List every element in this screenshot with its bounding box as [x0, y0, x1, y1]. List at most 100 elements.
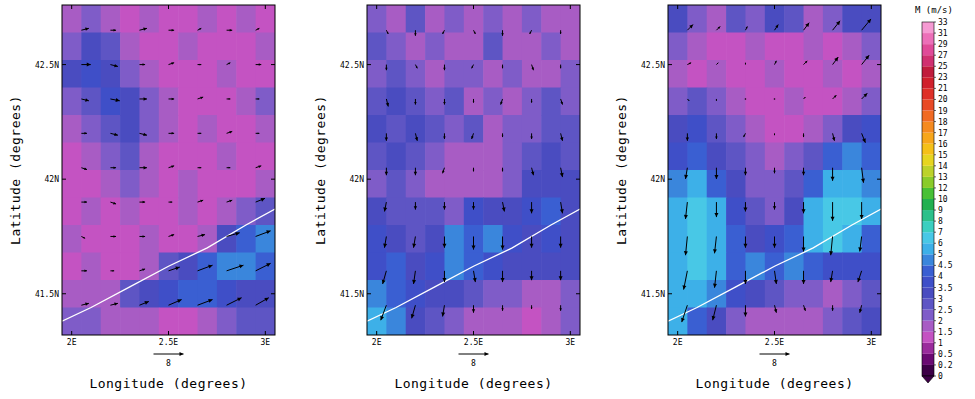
- wind-vector: [411, 305, 416, 318]
- arrow-head: [171, 165, 174, 168]
- arrow-head: [560, 67, 562, 69]
- colorbar-band: [922, 221, 934, 232]
- arrow-shaft: [860, 305, 862, 313]
- speed-cell: [784, 60, 804, 88]
- speed-cell: [862, 308, 881, 336]
- arrow-head: [530, 276, 534, 280]
- wind-vector: [861, 168, 865, 183]
- wind-vector: [560, 202, 564, 213]
- arrow-shaft: [256, 166, 262, 168]
- colorbar-tick: [934, 99, 936, 100]
- colorbar-label: 31: [938, 29, 948, 38]
- speed-cell: [367, 253, 387, 281]
- wind-vector: [415, 65, 417, 69]
- wind-vector: [256, 263, 271, 271]
- speed-cell: [62, 170, 82, 198]
- speed-cell: [101, 308, 121, 336]
- arrow-head: [831, 308, 834, 311]
- wind-vector: [831, 305, 834, 311]
- wind-vector: [227, 98, 231, 100]
- arrow-shaft: [862, 55, 870, 64]
- arrow-head: [502, 67, 504, 69]
- speed-cell: [483, 225, 503, 253]
- arrow-head: [415, 137, 418, 141]
- speed-cell: [687, 88, 707, 116]
- speed-cell: [101, 198, 121, 226]
- speed-cell: [236, 33, 256, 61]
- arrow-head: [84, 270, 87, 273]
- wind-vector: [139, 201, 145, 204]
- speed-cell: [668, 88, 688, 116]
- wind-vector: [256, 198, 265, 202]
- arrow-head: [114, 133, 118, 136]
- wind-vector: [169, 62, 175, 65]
- speed-cell: [367, 280, 387, 308]
- speed-cell: [804, 60, 824, 88]
- wind-vector: [743, 271, 747, 284]
- speed-cell: [62, 198, 82, 226]
- speed-cell: [101, 170, 121, 198]
- arrow-shaft: [169, 63, 175, 65]
- wind-vector: [110, 235, 116, 238]
- arrow-head: [144, 97, 147, 100]
- arrow-head: [501, 308, 504, 311]
- colorbar-label: 6: [938, 239, 943, 248]
- colorbar-band: [922, 188, 934, 199]
- speed-cell: [236, 60, 256, 88]
- speed-cell: [522, 88, 542, 116]
- speed-cell: [139, 88, 159, 116]
- speed-cell: [862, 115, 881, 143]
- wind-vector: [227, 131, 233, 134]
- arrow-shaft: [383, 271, 387, 284]
- arrow-shaft: [472, 133, 474, 139]
- colorbar-label: 0: [938, 372, 943, 381]
- arrow-head: [559, 308, 562, 311]
- colorbar-tick: [934, 66, 936, 67]
- wind-vector: [745, 63, 747, 65]
- wind-vector: [385, 133, 388, 141]
- colorbar-band: [922, 321, 934, 332]
- colorbar-label: 23: [938, 73, 948, 82]
- arrow-head: [717, 63, 718, 64]
- speed-cell: [386, 253, 406, 281]
- speed-cell: [707, 308, 727, 336]
- speed-cell: [81, 170, 101, 198]
- wind-vector: [687, 99, 689, 101]
- arrow-head: [684, 215, 688, 219]
- colorbar-band: [922, 166, 934, 177]
- wind-vector: [687, 63, 691, 65]
- x-tick: [677, 5, 678, 9]
- arrow-head: [743, 207, 747, 211]
- speed-cell: [198, 115, 218, 143]
- colorbar-band: [922, 177, 934, 188]
- arrow-shaft: [502, 133, 503, 137]
- arrow-head: [411, 314, 415, 318]
- wind-vector: [804, 97, 806, 99]
- speed-cell: [561, 88, 580, 116]
- colorbar-band: [922, 210, 934, 221]
- colorbar-tick: [934, 232, 936, 233]
- arrow-shaft: [227, 233, 240, 237]
- speed-cell: [483, 33, 503, 61]
- y-tick: [367, 64, 371, 65]
- arrow-head: [143, 63, 146, 66]
- colorbar-band: [922, 122, 934, 133]
- colorbar-band: [922, 44, 934, 55]
- arrow-shaft: [169, 98, 175, 99]
- arrow-shaft: [502, 65, 503, 69]
- colorbar-label: 3.5: [938, 284, 953, 293]
- arrow-shaft: [473, 99, 474, 103]
- speed-cell: [444, 225, 464, 253]
- speed-cell: [101, 88, 121, 116]
- speed-cell: [444, 60, 464, 88]
- wind-vector: [443, 30, 445, 34]
- arrow-shaft: [227, 167, 231, 168]
- speed-cell: [503, 198, 523, 226]
- arrow-head: [773, 206, 776, 209]
- speed-cell: [503, 143, 523, 171]
- arrow-shaft: [415, 30, 416, 36]
- arrow-head: [689, 63, 691, 65]
- y-axis-title: Latitude (degrees): [313, 95, 328, 245]
- speed-cell: [256, 253, 275, 281]
- wind-vector: [829, 236, 833, 255]
